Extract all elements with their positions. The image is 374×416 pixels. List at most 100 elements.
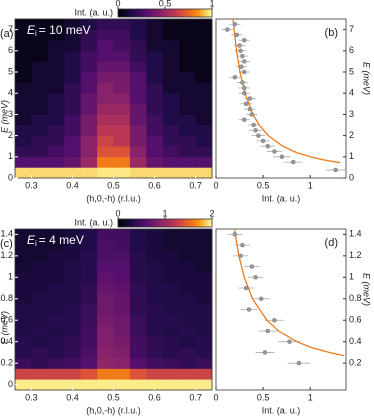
heatmap-cell (31, 379, 49, 391)
heatmap-cell (31, 167, 49, 179)
heatmap-cell (162, 72, 180, 83)
heatmap-cell (129, 250, 147, 262)
heatmap-cell (15, 156, 32, 168)
heatmap-cell (97, 282, 114, 294)
heatmap-cell (146, 93, 164, 105)
x-tick-label: 0.6 (148, 180, 161, 190)
heatmap-cell (80, 239, 98, 251)
heatmap-cell (97, 93, 114, 105)
data-point (272, 317, 277, 323)
data-point (242, 90, 247, 96)
heatmap-cell (97, 19, 114, 30)
heatmap-cell (146, 125, 164, 136)
heatmap-cell (195, 282, 213, 294)
heatmap-cell (80, 368, 98, 380)
heatmap-cell (146, 357, 164, 369)
heatmap-cell (15, 261, 32, 273)
heatmap-cell (64, 93, 81, 105)
heatmap-cell (146, 82, 164, 94)
data-point (234, 32, 239, 38)
heatmap-cell (113, 314, 131, 326)
heatmap-cell (47, 156, 65, 168)
y-axis-label: E (meV) (0, 100, 9, 133)
heatmap-cell (113, 93, 131, 105)
y-tick-label: 1 (349, 272, 354, 282)
y-tick-label: 4 (8, 88, 13, 98)
heatmap-cell (195, 167, 213, 179)
heatmap-cell (97, 229, 114, 241)
heatmap-cell (129, 82, 147, 94)
heatmap-cell (31, 50, 49, 62)
data-point (242, 117, 247, 122)
colorbar-swatch (169, 9, 173, 17)
data-point (240, 242, 245, 248)
heatmap-cell (113, 82, 131, 94)
heatmap-cell (97, 114, 114, 126)
heatmap-cell (64, 239, 81, 251)
heatmap-cell (113, 229, 131, 241)
data-point (240, 80, 245, 85)
annotation: Ei = 10 meV (27, 23, 91, 38)
heatmap-cell (113, 368, 131, 380)
y-tick-label: 0.4 (349, 336, 362, 346)
heatmap-cell (15, 114, 32, 126)
colorbar-swatch (186, 219, 189, 227)
heatmap-cell (129, 61, 147, 73)
heatmap-cell (162, 325, 180, 337)
colorbar-tick-label: 2 (209, 208, 214, 218)
heatmap-cell (80, 29, 98, 41)
colorbar-swatch (167, 219, 171, 227)
colorbar-swatch (207, 9, 211, 17)
heatmap-cell (64, 125, 81, 136)
heatmap-cell (195, 40, 213, 52)
colorbar-swatch (139, 219, 142, 227)
heatmap-cell (146, 229, 164, 241)
colorbar-swatch (148, 219, 152, 227)
data-point (265, 328, 271, 334)
heatmap-cell (113, 271, 131, 283)
heatmap-cell (129, 261, 147, 273)
heatmap-cell (179, 357, 196, 369)
heatmap-cell (80, 261, 98, 273)
data-point (290, 159, 296, 165)
y-tick-label: 1 (349, 151, 354, 161)
heatmap-cell (162, 40, 180, 52)
y-tick-label: 7 (8, 24, 13, 34)
colorbar-swatch (200, 219, 203, 227)
heatmap-cell (64, 357, 81, 369)
y-tick-label: 6 (349, 45, 354, 55)
y-tick-label: 0.2 (0, 358, 13, 368)
heatmap-cell (31, 114, 49, 126)
heatmap-cell (195, 239, 213, 251)
heatmap-cell (195, 229, 213, 241)
heatmap-cell (146, 282, 164, 294)
colorbar-swatch (179, 9, 182, 17)
heatmap-cell (162, 314, 180, 326)
heatmap-cell (31, 304, 49, 316)
heatmap-cell (15, 125, 32, 136)
fit-line (232, 19, 341, 164)
colorbar-swatch (122, 219, 126, 227)
heatmap-cell (47, 357, 65, 369)
heatmap-cell (146, 239, 164, 251)
heatmap-cell (129, 293, 147, 305)
heatmap-cell (97, 261, 114, 273)
heatmap-cell (195, 379, 213, 391)
colorbar-swatch (190, 219, 194, 227)
heatmap-cell (15, 250, 32, 262)
y-tick-label: 5 (349, 66, 354, 76)
heatmap-cell (129, 304, 147, 316)
heatmap-cell (113, 261, 131, 273)
colorbar-swatch (207, 219, 211, 227)
colorbar-tick-label: 0.5 (159, 0, 172, 8)
data-point (287, 339, 292, 344)
heatmap-cell (113, 379, 131, 391)
heatmap-cell (195, 271, 213, 283)
y-tick-label: 0.6 (349, 315, 362, 325)
heatmap-cell (129, 229, 147, 241)
heatmap-cell (47, 61, 65, 73)
heatmap-cell (15, 325, 32, 337)
heatmap-cell (179, 261, 196, 273)
heatmap-cell (31, 19, 49, 30)
heatmap-cell (179, 40, 196, 52)
